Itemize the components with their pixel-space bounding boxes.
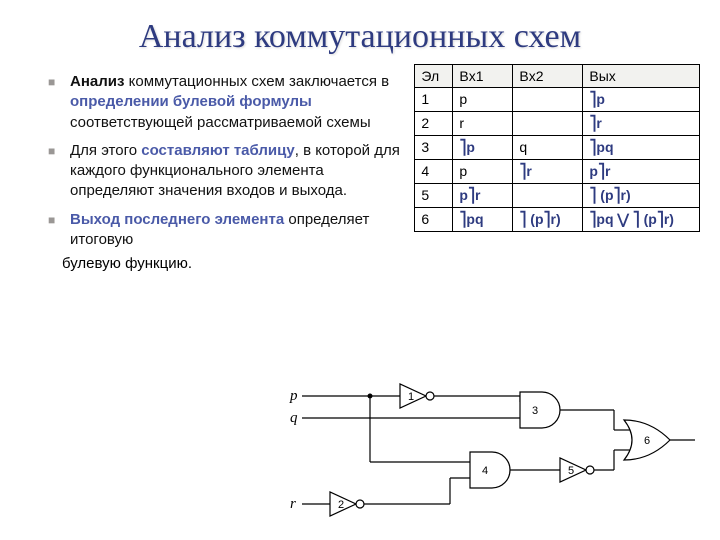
table-row: 1p ⎤p xyxy=(415,88,700,112)
th-el: Эл xyxy=(415,65,453,88)
svg-text:p: p xyxy=(289,388,298,404)
table-cell: ⎤pq xyxy=(583,136,700,160)
table-row: 4p⎤rp⎤r xyxy=(415,160,700,184)
table-cell: 2 xyxy=(415,112,453,136)
table-cell: p xyxy=(453,160,513,184)
svg-text:6: 6 xyxy=(644,435,650,447)
text-column: Анализ коммутационных схем заключается в… xyxy=(40,64,414,274)
bullet-1-t1: коммутационных схем заключается в xyxy=(124,73,389,90)
bullet-1-lead: Анализ xyxy=(70,73,124,90)
table-row: 5p⎤r ⎤ (p⎤r) xyxy=(415,184,700,208)
table-row: 2r ⎤r xyxy=(415,112,700,136)
content-area: Анализ коммутационных схем заключается в… xyxy=(0,64,720,274)
table-cell: 4 xyxy=(415,160,453,184)
th-out: Вых xyxy=(583,65,700,88)
bullet-3: Выход последнего элемента определяет ито… xyxy=(40,210,404,251)
svg-text:3: 3 xyxy=(532,405,538,417)
svg-text:1: 1 xyxy=(408,391,414,403)
table-body: 1p⎤p2r⎤r3⎤pq⎤pq4p⎤rp⎤r5p⎤r⎤ (p⎤r)6⎤pq⎤ (… xyxy=(415,88,700,232)
logic-diagram: pq r 1 3 2 4 5 6 xyxy=(270,370,700,530)
table-header-row: Эл Bx1 Bx2 Вых xyxy=(415,65,700,88)
bullet-3-tail: булевую функцию. xyxy=(40,254,404,274)
table-cell: r xyxy=(453,112,513,136)
bullet-2: Для этого составляют таблицу, в которой … xyxy=(40,141,404,202)
svg-text:5: 5 xyxy=(568,465,574,477)
table-cell: 5 xyxy=(415,184,453,208)
th-bx2: Bx2 xyxy=(513,65,583,88)
svg-text:2: 2 xyxy=(338,499,344,511)
table-cell: ⎤ (p⎤r) xyxy=(513,208,583,232)
bullet-1-t2: соответствующей рассматриваемой схемы xyxy=(70,114,371,131)
table-cell: ⎤p xyxy=(583,88,700,112)
table-cell xyxy=(513,88,583,112)
table-cell: ⎤r xyxy=(513,160,583,184)
th-bx1: Bx1 xyxy=(453,65,513,88)
table-cell: p xyxy=(453,88,513,112)
table-cell: p⎤r xyxy=(583,160,700,184)
table-cell xyxy=(513,112,583,136)
table-cell xyxy=(513,184,583,208)
bullet-2-em: составляют таблицу xyxy=(141,142,295,159)
table-cell: 3 xyxy=(415,136,453,160)
svg-text:r: r xyxy=(290,496,296,512)
svg-text:q: q xyxy=(290,410,298,426)
page-title: Анализ коммутационных схем xyxy=(0,0,720,64)
truth-table: Эл Bx1 Bx2 Вых 1p⎤p2r⎤r3⎤pq⎤pq4p⎤rp⎤r5p⎤… xyxy=(414,64,700,232)
table-row: 6⎤pq⎤ (p⎤r)⎤pq ⋁ ⎤ (p⎤r) xyxy=(415,208,700,232)
bullet-2-t1: Для этого xyxy=(70,142,141,159)
table-cell: p⎤r xyxy=(453,184,513,208)
table-cell: ⎤p xyxy=(453,136,513,160)
bullet-1-em: определении булевой формулы xyxy=(70,93,312,110)
table-cell: ⎤pq xyxy=(453,208,513,232)
table-cell: ⎤ (p⎤r) xyxy=(583,184,700,208)
table-cell: ⎤r xyxy=(583,112,700,136)
bullet-3-em: Выход последнего элемента xyxy=(70,211,284,228)
bullet-1: Анализ коммутационных схем заключается в… xyxy=(40,72,404,133)
table-column: Эл Bx1 Bx2 Вых 1p⎤p2r⎤r3⎤pq⎤pq4p⎤rp⎤r5p⎤… xyxy=(414,64,700,274)
table-cell: 6 xyxy=(415,208,453,232)
svg-text:4: 4 xyxy=(482,465,488,477)
table-cell: 1 xyxy=(415,88,453,112)
table-cell: ⎤pq ⋁ ⎤ (p⎤r) xyxy=(583,208,700,232)
table-row: 3⎤pq⎤pq xyxy=(415,136,700,160)
table-cell: q xyxy=(513,136,583,160)
bullet-list: Анализ коммутационных схем заключается в… xyxy=(40,72,404,250)
